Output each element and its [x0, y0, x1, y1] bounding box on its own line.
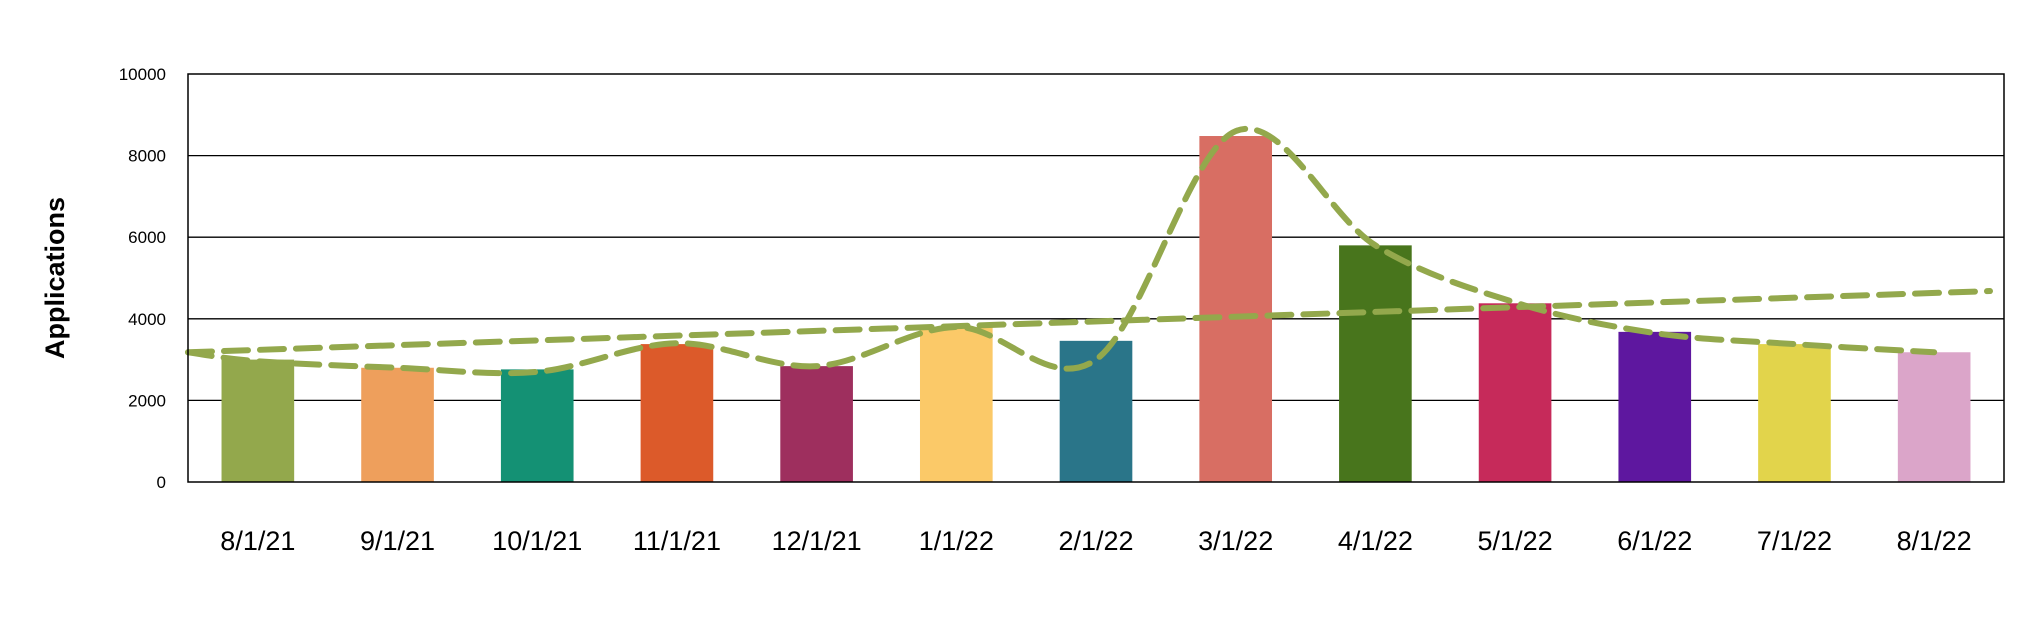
x-category-label: 8/1/21	[220, 526, 295, 556]
y-axis-ticks: 0 2000 4000 6000 8000 10000	[119, 65, 166, 492]
x-category-label: 10/1/21	[492, 526, 582, 556]
bar-6-1-22	[1618, 331, 1692, 482]
y-tick-label: 6000	[128, 228, 166, 247]
bar-11-1-21	[640, 344, 714, 482]
x-category-label: 2/1/22	[1058, 526, 1133, 556]
y-axis-title: Applications	[40, 197, 70, 359]
bar-12-1-21	[780, 366, 853, 482]
bar-7-1-22	[1758, 344, 1831, 482]
x-axis-categories: 8/1/21 9/1/21 10/1/21 11/1/21 12/1/21 1/1/22 2…	[220, 526, 1971, 556]
bar-10-1-21	[500, 369, 574, 482]
x-category-label: 12/1/21	[772, 526, 862, 556]
y-tick-label: 2000	[128, 391, 166, 410]
x-category-label: 3/1/22	[1198, 526, 1273, 556]
y-tick-label: 8000	[128, 147, 166, 166]
bar-4-1-22	[1339, 245, 1412, 482]
bar-5-1-22	[1478, 303, 1552, 482]
bar-9-1-21	[361, 367, 434, 482]
bar-2-1-22	[1059, 340, 1133, 482]
x-category-label: 1/1/22	[919, 526, 994, 556]
x-category-label: 11/1/21	[633, 526, 721, 556]
y-tick-label: 4000	[128, 310, 166, 329]
trendlines	[185, 125, 1993, 377]
plot-area-frame	[187, 73, 2005, 483]
x-category-label: 5/1/22	[1478, 526, 1553, 556]
bar-8-1-21	[221, 359, 295, 482]
bar-8-1-22	[1897, 352, 1971, 482]
bar-3-1-22	[1199, 136, 1273, 483]
y-tick-label: 0	[157, 473, 166, 492]
y-tick-label: 10000	[119, 65, 166, 84]
x-category-label: 7/1/22	[1757, 526, 1832, 556]
x-category-label: 9/1/21	[360, 526, 435, 556]
smoothed-trendline	[185, 125, 1938, 377]
bar-1-1-22	[919, 326, 993, 482]
bars	[221, 136, 1971, 483]
x-category-label: 8/1/22	[1897, 526, 1972, 556]
linear-trendline	[185, 288, 1993, 356]
x-category-label: 6/1/22	[1617, 526, 1692, 556]
x-category-label: 4/1/22	[1338, 526, 1413, 556]
